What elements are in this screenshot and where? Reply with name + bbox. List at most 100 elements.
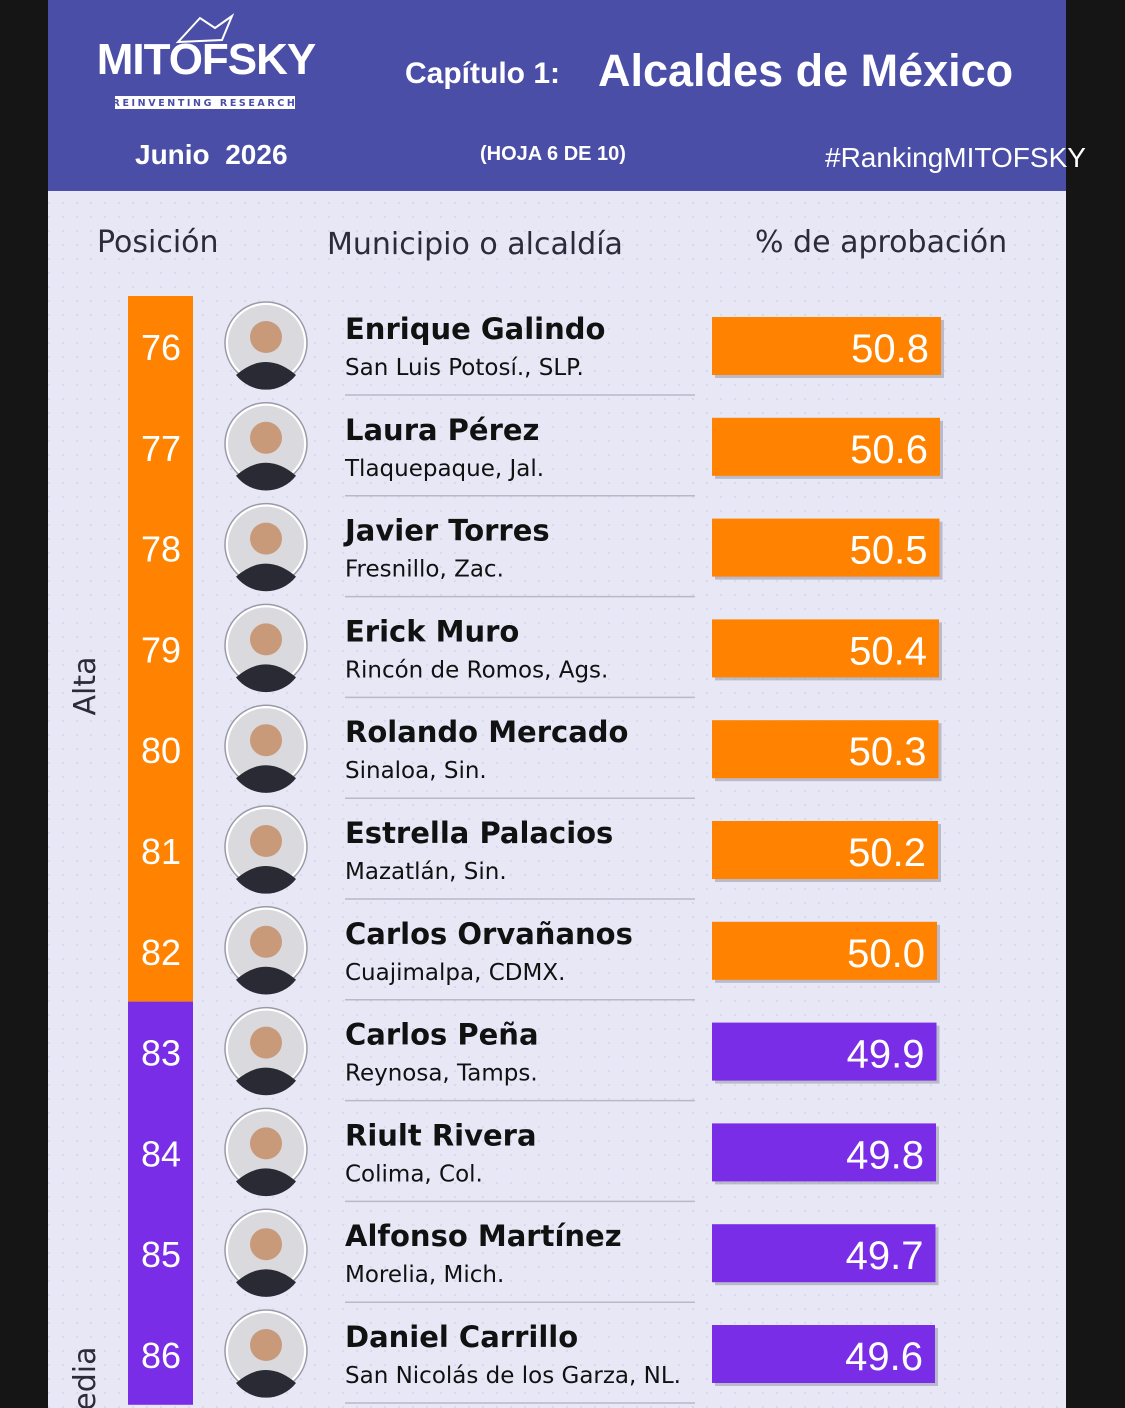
column-header: Posición [97,225,219,260]
photo-body [236,1168,296,1197]
name: Carlos Orvañanos [345,917,633,951]
approval-bar [712,1022,937,1081]
approval-label: 50.3 [849,730,927,774]
position: 78 [141,529,181,570]
date: Junio 2026 [135,139,288,170]
band-label: Media [68,1347,103,1408]
approval-label: 50.6 [850,428,928,472]
approval-label: 49.6 [845,1335,923,1379]
photo-head [250,1228,282,1261]
position: 79 [141,629,181,670]
tagline-box [115,96,295,109]
column-header: % de aprobación [755,225,1007,260]
approval-bar [712,1325,935,1383]
approval-bar [712,720,939,779]
photo-body [236,563,296,592]
name: Erick Muro [345,614,519,648]
band-strip [128,296,193,1002]
place: Morelia, Mich. [345,1262,504,1288]
photo-head [250,1127,282,1160]
sheet: (HOJA 6 DE 10) [480,143,626,165]
place: San Luis Potosí., SLP. [345,355,584,381]
approval-label: 50.0 [847,932,925,976]
approval-bar [712,1224,936,1283]
photo-head [250,1329,282,1361]
band-strip [128,1001,193,1405]
name: Alfonso Martínez [345,1219,622,1253]
position: 77 [141,428,181,469]
position: 83 [141,1033,181,1074]
approval-label: 49.7 [846,1234,924,1278]
logo: MITOFSKY REINVENTING RESEARCH [97,13,317,109]
place: Rincón de Romos, Ags. [345,657,608,683]
photo-body [236,362,296,390]
place: Tlaquepaque, Jal. [344,456,544,482]
photo-body [236,664,296,693]
photo-head [250,925,282,958]
place: Colima, Col. [345,1161,483,1187]
photo-head [250,321,282,353]
ranking: Alta 76 Enrique Galindo San Luis Potosí., S… [68,296,944,1408]
approval-bar [712,518,940,577]
photo-body [236,765,296,793]
photo-head [250,522,282,555]
position: 85 [141,1234,181,1275]
position: 81 [141,831,181,872]
name: Rolando Mercado [345,715,628,749]
logo-text: MITOFSKY [97,35,316,84]
name: Carlos Peña [345,1018,539,1052]
position: 80 [141,730,181,771]
name: Javier Torres [343,514,550,548]
approval-bar [712,821,938,879]
approval-bar [712,417,940,476]
photo-body [236,866,296,894]
header-band [48,0,1066,191]
position: 82 [141,932,181,973]
photo-body [236,1370,296,1398]
photo-body [236,1269,296,1297]
place: Cuajimalpa, CDMX. [345,960,565,986]
photo-body [236,1067,296,1096]
photo-head [250,1026,282,1059]
name: Laura Pérez [345,413,539,447]
band-label: Alta [68,656,103,715]
hashtag: #RankingMITOFSKY [825,142,1086,173]
tagline: REINVENTING RESEARCH [113,98,298,109]
place: Sinaloa, Sin. [345,758,487,784]
place: San Nicolás de los Garza, NL. [345,1363,681,1389]
photo-head [250,825,282,857]
title: Alcaldes de México [598,45,1013,96]
photo-head [250,724,282,757]
approval-label: 50.8 [851,327,929,371]
position: 86 [141,1335,181,1376]
photo-head [250,421,282,454]
photo-body [236,966,296,995]
logo-icon [175,13,235,44]
approval-label: 50.2 [848,831,926,875]
chapter: Capítulo 1: [405,57,560,90]
approval-bar [712,619,939,678]
place: Reynosa, Tamps. [345,1061,538,1087]
name: Riult Rivera [345,1118,537,1152]
body-background [48,0,1066,1408]
name: Daniel Carrillo [345,1320,578,1354]
approval-bar [712,921,937,980]
name: Enrique Galindo [345,312,605,346]
position: 84 [141,1133,181,1174]
approval-label: 50.4 [849,629,927,673]
approval-label: 50.5 [850,529,928,573]
place: Mazatlán, Sin. [345,859,507,885]
column-header: Municipio o alcaldía [327,227,623,262]
place: Fresnillo, Zac. [345,557,504,583]
position: 76 [141,327,181,368]
name: Estrella Palacios [345,816,613,850]
approval-bar [712,317,941,375]
photo-body [236,462,296,491]
approval-label: 49.8 [846,1133,924,1177]
approval-bar [712,1123,936,1182]
approval-label: 49.9 [847,1033,925,1077]
photo-head [250,623,282,656]
